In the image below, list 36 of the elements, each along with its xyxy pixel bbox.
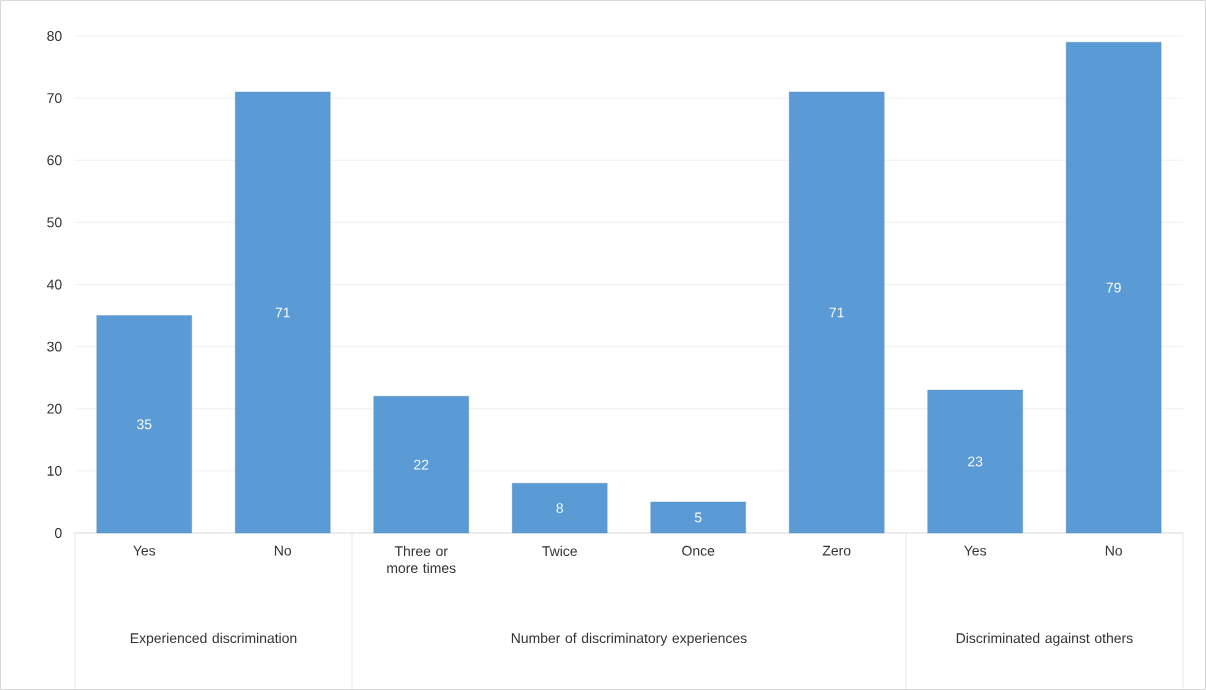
data-label: 5	[694, 512, 702, 523]
text: Discriminated against others	[956, 632, 1133, 646]
data-label: 23	[968, 456, 983, 467]
data-label: 35	[137, 419, 152, 430]
data-label: 22	[414, 459, 429, 470]
y-tick-label: 40	[46, 279, 62, 290]
y-tick-label: 80	[47, 30, 62, 41]
x-tick-label: No	[1105, 545, 1122, 556]
bar	[512, 483, 608, 534]
bar	[1066, 41, 1162, 534]
x-tick-label: Yes	[964, 545, 987, 556]
bar	[789, 91, 885, 534]
x-tick-label: No	[274, 545, 292, 556]
y-tick-label: 0	[54, 527, 62, 538]
bar	[96, 315, 192, 534]
y-tick-label: 20	[47, 403, 62, 414]
x-tick-label: Twice	[542, 545, 577, 556]
bar	[650, 501, 746, 534]
data-label: 71	[275, 307, 290, 318]
text: Experienced discrimination	[130, 632, 297, 646]
x-tick-label: Three or more times	[387, 545, 456, 573]
data-label: 8	[556, 503, 563, 513]
text: Number of discriminatory experiences	[511, 632, 747, 646]
y-tick-label: 30	[47, 341, 62, 352]
data-label: 71	[829, 307, 844, 318]
y-tick-label: 50	[47, 217, 62, 228]
bar	[373, 396, 469, 534]
y-tick-label: 60	[47, 155, 62, 166]
x-tick-label: Yes	[133, 545, 156, 556]
data-label: 79	[1106, 282, 1121, 293]
bar	[927, 389, 1023, 534]
y-tick-label: 10	[47, 465, 62, 476]
x-tick-label: Once	[682, 545, 715, 556]
y-tick-label: 70	[47, 93, 62, 103]
bar	[235, 91, 331, 534]
x-tick-label: Zero	[822, 545, 851, 556]
